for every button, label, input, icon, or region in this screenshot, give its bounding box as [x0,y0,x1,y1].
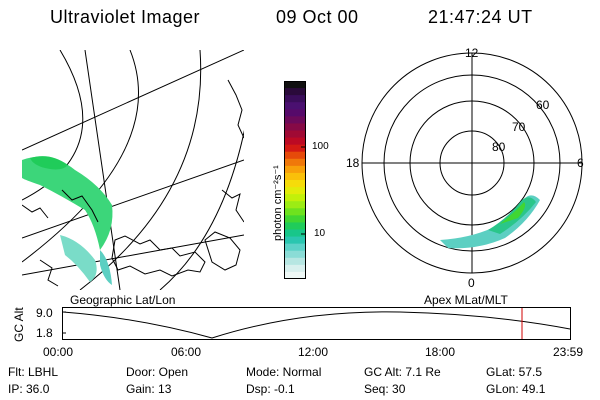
aurora-emission [22,156,113,250]
geo-lon-line [22,159,244,239]
colorbar-stripe [284,180,306,188]
date-label: 09 Oct 00 [276,7,359,27]
aurora-emission [60,235,97,282]
coastline [204,231,241,271]
coastline [39,259,59,287]
geo-lat-arc [79,50,202,290]
colorbar-stripe [284,102,306,110]
mlt-label-bottom: 0 [468,276,475,290]
timeline-x-tick: 12:00 [298,345,329,359]
colorbar-stripe [284,144,306,153]
mlt-label-top: 12 [465,46,479,60]
colorbar-stripe [284,194,306,202]
timeline-y-tick: 9.0 [36,306,53,320]
geo-lon-line [22,50,244,151]
colorbar-stripe [284,130,306,139]
colorbar-stripe [284,123,306,132]
aurora-oval [500,202,526,224]
colorbar-stripe [284,257,306,266]
colorbar-tick: 10 [314,228,326,239]
geo-lat-arc [22,50,139,263]
info-seq: Seq: 30 [364,382,406,396]
coastline [221,189,244,223]
geo-lat-arc [22,50,84,201]
colorbar-stripe [284,208,306,216]
colorbar-stripe [284,250,306,259]
mlat-label: 60 [536,98,550,112]
colorbar-stripe [284,215,306,224]
geo-lon-line [84,50,121,290]
coastline [61,189,99,223]
info-gain: Gain: 13 [126,382,172,396]
mlat-label: 80 [492,140,506,154]
time-label: 21:47:24 UT [428,7,533,27]
colorbar-stripe [284,151,306,160]
colorbar-stripe [284,109,306,117]
polar-label: Apex MLat/MLT [424,293,508,307]
info-filter: Flt: LBHL [8,365,59,379]
info-gc-alt: GC Alt: 7.1 Re [364,365,441,379]
coastline [111,235,206,277]
colorbar-stripe [284,187,306,195]
geo-lon-line [22,234,244,276]
colorbar-stripe [284,165,306,174]
timeline-x-tick: 06:00 [171,345,202,359]
colorbar-stripe [284,264,306,273]
colorbar-stripe [284,243,306,252]
info-glon: GLon: 49.1 [486,382,546,396]
info-mode: Mode: Normal [246,365,322,379]
mlat-label: 70 [512,120,526,134]
info-ip: IP: 36.0 [8,382,50,396]
colorbar [284,81,306,279]
info-dsp: Dsp: -0.1 [246,382,295,396]
colorbar-stripe [284,229,306,238]
info-door: Door: Open [126,365,189,379]
colorbar-stripe [284,271,306,279]
info-glat: GLat: 57.5 [486,365,543,379]
timeline-x-tick: 00:00 [43,345,74,359]
colorbar-stripe [284,88,306,96]
mlt-label-left: 18 [346,156,360,170]
colorbar-stripe [284,81,306,89]
instrument-title: Ultraviolet Imager [50,7,201,27]
timeline-y-label: GC Alt [12,307,26,342]
mlt-label-right: 6 [577,156,584,170]
geo-map-label: Geographic Lat/Lon [70,293,176,307]
colorbar-stripe [284,236,306,245]
aurora-emission [100,250,112,285]
timeline-x-tick: 18:00 [425,345,456,359]
colorbar-tick: 100 [312,141,329,152]
colorbar-stripe [284,137,306,146]
colorbar-stripe [284,201,306,209]
orbit-altitude-curve [62,311,571,339]
colorbar-stripe [284,116,306,125]
colorbar-stripe [284,158,306,167]
timeline-x-tick: 23:59 [553,345,584,359]
coastline [22,204,49,219]
colorbar-stripe [284,172,306,181]
colorbar-stripe [284,95,306,103]
coastline [227,79,244,139]
aurora-emission [30,156,68,170]
timeline-y-tick: 1.8 [36,326,53,340]
colorbar-stripe [284,222,306,231]
